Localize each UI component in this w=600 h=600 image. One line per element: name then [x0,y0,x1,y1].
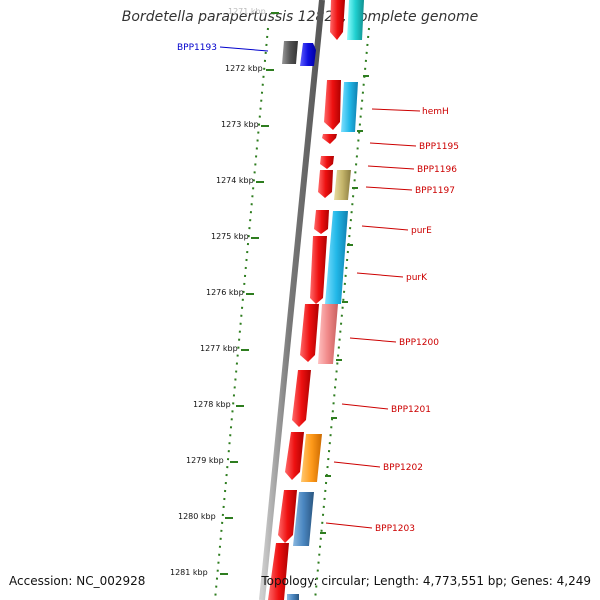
tick-label: 1274 kbp [216,176,254,185]
kbp-tick-labels: 1271 kbp 1272 kbp 1273 kbp 1274 kbp 1275… [170,7,266,577]
inner-ticks [320,75,369,534]
leader-line [371,108,421,112]
gene-label-BPP1193[interactable]: BPP1193 [177,43,217,53]
tick-label: 1273 kbp [221,120,259,129]
gene-label-BPP1200[interactable]: BPP1200 [399,338,439,348]
map-title: Bordetella parapertussis 12822, complete… [121,9,479,25]
tick-label: 1278 kbp [193,400,231,409]
cds-box-grey[interactable] [282,41,298,64]
cds-arrow[interactable] [268,543,289,600]
gene-label-leaders [219,46,421,529]
gene-labels: BPP1193 hemH BPP1195 BPP1196 BPP1197 pur… [177,43,459,534]
cds-arrow-BPP1203[interactable] [278,490,297,543]
leader-line [219,46,269,52]
cds-box-pink[interactable] [318,304,338,364]
cds-box-steel-blue[interactable] [293,492,314,546]
gene-label-BPP1201[interactable]: BPP1201 [391,405,431,415]
cds-arrow-BPP1195[interactable] [322,134,337,144]
genome-backbone [259,0,325,600]
cds-box-cyan[interactable] [347,0,364,40]
cds-arrow-BPP1200[interactable] [300,304,319,362]
tick-label: 1271 kbp [228,7,266,16]
tick-label: 1272 kbp [225,64,263,73]
leader-line [349,337,397,343]
cds-box-light-blue[interactable] [325,211,348,304]
gene-track-colored [282,0,364,600]
cds-arrow-BPP1196[interactable] [320,156,334,169]
gene-label-BPP1202[interactable]: BPP1202 [383,463,423,473]
cds-box-light-blue[interactable] [341,82,358,132]
leader-line [367,165,415,170]
tick-label: 1281 kbp [170,568,208,577]
gene-label-BPP1203[interactable]: BPP1203 [375,524,415,534]
leader-line [356,272,404,278]
tick-label: 1280 kbp [178,512,216,521]
gene-label-purE[interactable]: purE [411,226,432,236]
gene-label-hemH[interactable]: hemH [422,107,449,117]
cds-arrow-BPP1193[interactable] [300,43,316,66]
gene-label-purK[interactable]: purK [406,273,428,283]
cds-box-orange[interactable] [301,434,322,482]
cds-arrow-purK[interactable] [310,236,327,304]
gene-label-BPP1195[interactable]: BPP1195 [419,142,459,152]
gene-label-BPP1197[interactable]: BPP1197 [415,186,455,196]
tick-label: 1276 kbp [206,288,244,297]
leader-line [325,522,373,529]
outer-dotted-ring [214,27,269,600]
cds-arrow[interactable] [330,0,345,40]
leader-line [333,461,381,468]
kbp-ticks [220,12,279,575]
gene-label-BPP1196[interactable]: BPP1196 [417,165,457,175]
cds-arrow-BPP1201[interactable] [292,370,311,427]
leader-line [369,142,417,147]
tick-label: 1279 kbp [186,456,224,465]
cds-arrow-BPP1202[interactable] [285,432,304,480]
gene-track-forward [268,0,345,600]
accession-text: Accession: NC_002928 [9,574,146,588]
genome-stats-text: Topology: circular; Length: 4,773,551 bp… [261,574,591,588]
leader-line [365,186,413,191]
tick-label: 1277 kbp [200,344,238,353]
cds-arrow-hemH[interactable] [324,80,341,130]
tick-label: 1275 kbp [211,232,249,241]
cds-arrow-BPP1197[interactable] [318,170,333,198]
cds-box-khaki[interactable] [334,170,351,200]
leader-line [341,403,389,410]
leader-line [361,225,409,231]
cds-box-steel-blue[interactable] [287,594,299,600]
cds-arrow-purE[interactable] [314,210,329,234]
